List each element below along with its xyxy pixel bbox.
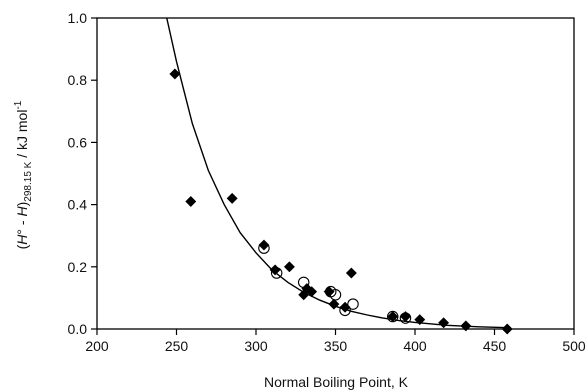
circle-point [347,298,359,310]
diamond-point [345,267,357,279]
diamond-point [438,317,450,329]
diamond-point [328,298,340,310]
diamond-point [414,314,426,326]
fit-curve [166,18,511,329]
diamond-point [306,286,318,298]
circle-point [386,310,399,323]
x-tick-label: 250 [165,338,189,354]
x-tick-label: 200 [85,338,109,354]
diamond-point [283,261,295,273]
x-axis-title: Normal Boiling Point, K [264,374,409,390]
circle-point [399,312,412,324]
y-axis: 0.0 0.2 0.4 0.6 0.8 1.0 [68,10,97,337]
circle-point [297,276,310,289]
y-tick-label: 0.4 [68,197,88,213]
diamond-point [501,323,513,335]
diamond-point [169,68,181,80]
y-label-degree: ° [14,229,30,235]
circle-point [258,242,270,254]
circle-series [258,242,412,324]
circle-point [329,289,342,301]
y-tick-label: 0.6 [68,134,88,150]
x-tick-label: 400 [403,338,427,354]
diamond-point [258,239,270,251]
x-tick-label: 350 [324,338,348,354]
circle-point [339,304,351,317]
fit-curve-path [166,18,511,329]
x-tick-label: 450 [483,338,507,354]
y-label-h1: H [14,234,30,245]
diamond-point [226,192,238,204]
x-tick-label: 500 [562,338,586,354]
plot-area [96,17,575,330]
y-label-unit: / kJ mol [14,110,30,162]
y-label-minus: - [14,217,30,229]
y-tick-label: 0.2 [68,259,88,275]
y-label-close-paren: ) [14,202,30,207]
y-label-h2: H [14,206,30,217]
circle-point [270,267,283,279]
y-tick-label: 0.8 [68,72,88,88]
y-axis-title: (H° - H)298.15 K / kJ mol-1 [13,100,34,249]
diamond-point [460,320,472,332]
x-tick-label: 300 [244,338,268,354]
y-label-open-paren: ( [14,244,30,249]
y-tick-label: 1.0 [68,10,88,26]
y-tick-label: 0.0 [68,321,88,337]
y-label-subscript: 298.15 K [23,161,34,201]
diamond-point [185,195,197,208]
y-label-superscript: -1 [13,100,24,109]
plot-frame [96,17,575,330]
x-axis: 200 250 300 350 400 450 500 [85,329,586,354]
